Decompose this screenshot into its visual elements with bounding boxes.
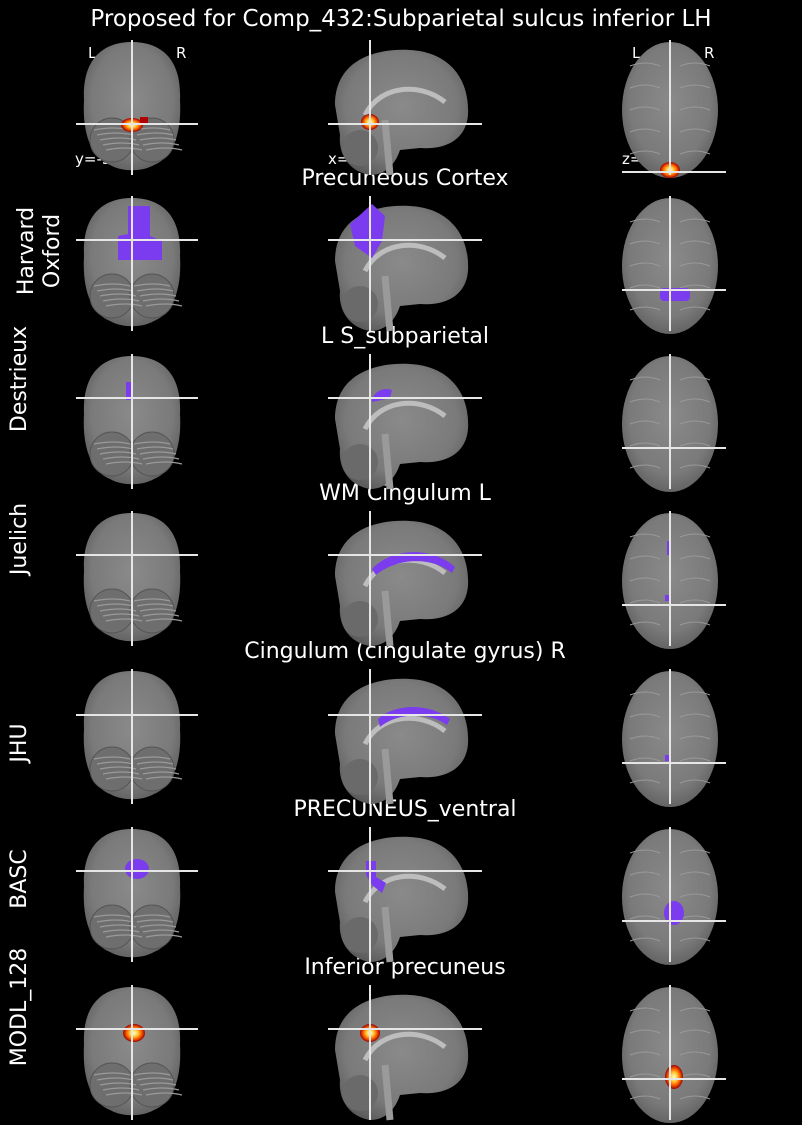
sagittal-cerebellum: [342, 759, 378, 795]
cerebellum-right: [129, 904, 175, 950]
overlay-coronal: [118, 206, 162, 260]
sagittal-cerebellum: [342, 286, 378, 322]
sagittal-cerebellum: [342, 917, 378, 953]
overlay-sagittal: [378, 707, 450, 727]
overlay-coronal: [126, 382, 131, 400]
cerebellum-right: [129, 588, 175, 634]
cerebellum-left: [89, 431, 135, 477]
cerebellum-right: [129, 273, 175, 319]
orient-right-axial: R: [704, 44, 715, 62]
region-title-modl: Inferior precuneus: [304, 955, 506, 980]
row-atlas-2: [76, 354, 726, 492]
cerebellum-left: [89, 1062, 135, 1108]
row-atlas-1: [76, 196, 726, 334]
overlay-sagittal: [372, 552, 455, 575]
region-title-juelich: WM Cingulum L: [319, 481, 491, 506]
orient-left-axial: L: [632, 44, 641, 62]
row-atlas-5: [76, 827, 726, 965]
overlay-axial: [660, 288, 690, 301]
row-atlas-3: [76, 511, 726, 649]
region-title-harvard-oxford: Precuneous Cortex: [301, 166, 509, 191]
overlay-axial: [665, 1065, 683, 1089]
cerebellum-left: [89, 904, 135, 950]
orient-right-coronal: R: [176, 44, 187, 62]
sagittal-cerebellum: [342, 130, 378, 166]
sagittal-cerebellum: [342, 601, 378, 637]
sagittal-cerebellum: [342, 444, 378, 480]
overlay-coronal: [125, 859, 149, 879]
sagittal-cerebellum: [342, 1075, 378, 1111]
cerebellum-left: [89, 273, 135, 319]
row-component: [76, 40, 726, 178]
orient-left-coronal: L: [88, 44, 97, 62]
overlay-coronal: [123, 1024, 145, 1042]
cerebellum-left: [89, 746, 135, 792]
cerebellum-right: [129, 1062, 175, 1108]
region-title-basc: PRECUNEUS_ventral: [293, 797, 517, 822]
region-title-jhu: Cingulum (cingulate gyrus) R: [244, 639, 566, 664]
row-atlas-6: [76, 985, 726, 1123]
cerebellum-left: [89, 588, 135, 634]
overlay-axial: [665, 755, 670, 761]
region-title-destrieux: L S_subparietal: [321, 324, 489, 349]
cerebellum-right: [129, 746, 175, 792]
cerebellum-right: [129, 431, 175, 477]
figure-title: Proposed for Comp_432:Subparietal sulcus…: [90, 6, 712, 32]
overlay-sagittal: [350, 204, 385, 258]
row-atlas-4: [76, 669, 726, 807]
